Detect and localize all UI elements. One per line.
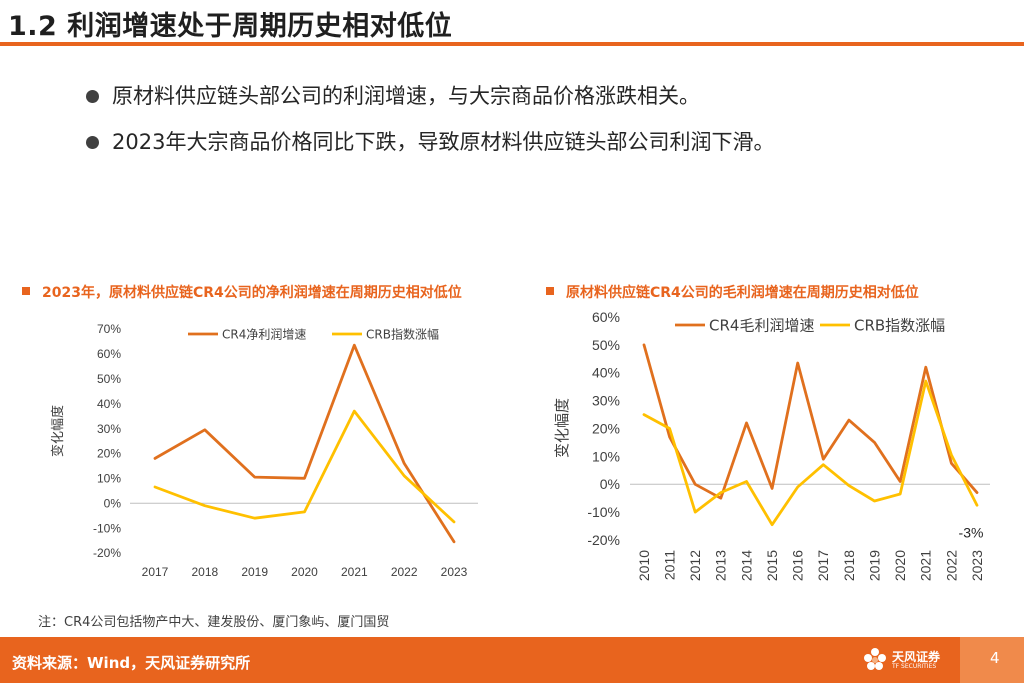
x-tick-label: 2011 (662, 550, 678, 580)
page-number: 4 (990, 649, 1000, 667)
chart-left-title-text: 2023年，原材料供应链CR4公司的净利润增速在周期历史相对低位 (42, 285, 462, 301)
legend-label: CR4毛利润增速 (709, 316, 814, 334)
bullet-item: 原材料供应链头部公司的利润增速，与大宗商品价格涨跌相关。 (86, 84, 774, 108)
series-line-2 (153, 409, 456, 524)
bullet-text: 2023年大宗商品价格同比下跌，导致原材料供应链头部公司利润下滑。 (112, 130, 775, 154)
square-bullet-icon (22, 287, 30, 295)
footer-bar: 资料来源：Wind，天风证券研究所 天风证券 TF SECURITIES 4 (0, 637, 1024, 683)
page-number-tab (960, 637, 1024, 683)
source-text: 资料来源：Wind，天风证券研究所 (12, 654, 251, 672)
chart-left-title: 2023年，原材料供应链CR4公司的净利润增速在周期历史相对低位 (22, 282, 462, 302)
y-tick-label: 70% (97, 322, 121, 336)
gross-profit-line-chart: -20% -10% 0% 10% 20% 30% 40% 50% 60% 变化幅度 2010 2011… (553, 309, 990, 581)
y-tick-label: 60% (592, 309, 620, 325)
y-tick-label: 20% (97, 447, 121, 461)
x-tick-label: 2020 (291, 565, 318, 579)
bullet-list: 原材料供应链头部公司的利润增速，与大宗商品价格涨跌相关。 2023年大宗商品价格… (86, 84, 774, 154)
chart-right-title-text: 原材料供应链CR4公司的毛利润增速在周期历史相对低位 (566, 285, 919, 301)
x-tick-label: 2012 (687, 550, 703, 581)
y-tick-label: 0% (104, 496, 122, 510)
y-tick-label: 50% (97, 372, 121, 386)
x-tick-label: 2010 (636, 550, 652, 581)
y-tick-label: 0% (600, 476, 620, 492)
bullet-item: 2023年大宗商品价格同比下跌，导致原材料供应链头部公司利润下滑。 (86, 130, 774, 154)
chart-footnote: 注：CR4公司包括物产中大、建发股份、厦门象屿、厦门国贸 (38, 615, 390, 630)
y-tick-label: 40% (592, 365, 620, 381)
y-tick-label: 40% (97, 397, 121, 411)
chart-right-title: 原材料供应链CR4公司的毛利润增速在周期历史相对低位 (546, 282, 919, 302)
x-tick-label: 2015 (764, 550, 780, 581)
x-tick-label: 2018 (841, 550, 857, 581)
series-line-2 (642, 379, 979, 527)
square-bullet-icon (546, 287, 554, 295)
x-tick-label: 2017 (142, 565, 169, 579)
y-tick-label: -10% (587, 504, 620, 520)
x-tick-label: 2014 (738, 550, 754, 581)
x-tick-label: 2022 (391, 565, 418, 579)
y-tick-label: 10% (97, 472, 121, 486)
y-tick-label: -10% (93, 521, 121, 535)
y-tick-label: 10% (592, 448, 620, 464)
y-tick-label: -20% (93, 546, 121, 560)
y-tick-label: 50% (592, 337, 620, 353)
data-annotation-label: -3% (959, 525, 984, 541)
series-line-1 (642, 343, 979, 500)
legend-label: CRB指数涨幅 (366, 326, 439, 341)
bullet-dot-icon (86, 136, 99, 149)
x-tick-label: 2023 (969, 550, 985, 581)
x-tick-label: 2019 (241, 565, 268, 579)
title-divider (0, 42, 1024, 46)
x-tick-label: 2022 (943, 550, 959, 581)
x-tick-label: 2023 (441, 565, 468, 579)
x-tick-label: 2017 (815, 550, 831, 581)
legend-label: CR4净利润增速 (222, 327, 306, 341)
x-tick-label: 2021 (918, 550, 934, 581)
brand-logo: 天风证券 TF SECURITIES (862, 645, 946, 675)
page-title: 1.2 利润增速处于周期历史相对低位 (8, 11, 453, 42)
y-axis-title: 变化幅度 (553, 398, 571, 458)
flower-logo-icon (864, 648, 886, 670)
y-tick-label: 20% (592, 420, 620, 436)
x-tick-label: 2021 (341, 565, 368, 579)
logo-subtext: TF SECURITIES (892, 663, 937, 670)
y-tick-label: 30% (97, 422, 121, 436)
x-tick-label: 2018 (191, 565, 218, 579)
y-tick-label: -20% (587, 532, 620, 548)
x-tick-label: 2013 (713, 550, 729, 581)
x-tick-label: 2016 (790, 550, 806, 581)
net-profit-line-chart: -20% -10% 0% 10% 20% 30% 40% 50% 60% 70% 变化幅度 2017 2… (50, 322, 478, 579)
y-tick-label: 30% (592, 393, 620, 409)
bullet-dot-icon (86, 90, 99, 103)
y-axis-title: 变化幅度 (50, 405, 66, 457)
y-tick-label: 60% (97, 347, 121, 361)
legend-label: CRB指数涨幅 (854, 316, 945, 334)
x-tick-label: 2020 (892, 550, 908, 581)
bullet-text: 原材料供应链头部公司的利润增速，与大宗商品价格涨跌相关。 (112, 84, 700, 108)
logo-text: 天风证券 (892, 650, 941, 664)
x-tick-label: 2019 (866, 550, 882, 581)
